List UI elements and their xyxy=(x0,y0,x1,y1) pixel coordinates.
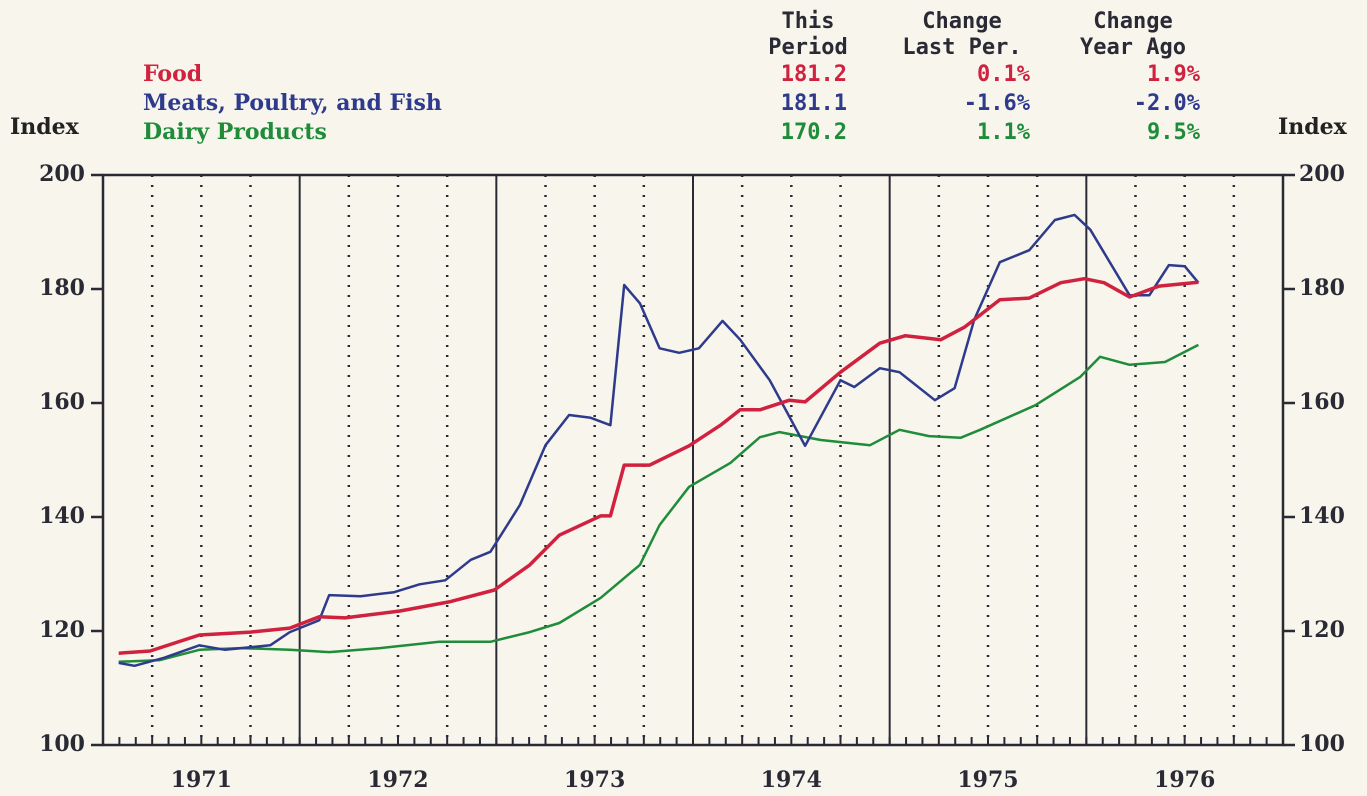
summary-cell: -2.0% xyxy=(1134,91,1201,116)
y-tick-label: 100 xyxy=(39,731,85,757)
summary-cell: -1.6% xyxy=(964,91,1031,116)
y2-tick-label: 200 xyxy=(1299,161,1345,187)
summary-cell: 1.9% xyxy=(1147,62,1201,87)
y-tick-label: 200 xyxy=(39,161,85,187)
summary-cell: 170.2 xyxy=(781,120,847,145)
y-tick-label: 140 xyxy=(39,503,85,529)
summary-cell: 0.1% xyxy=(977,62,1031,87)
y2-tick-label: 100 xyxy=(1299,731,1345,757)
series-line xyxy=(118,343,1199,664)
series-line xyxy=(118,276,1199,655)
y2-tick-label: 180 xyxy=(1299,275,1345,301)
x-tick-label: 1975 xyxy=(957,767,1018,793)
plot-frame xyxy=(101,173,1285,747)
summary-cell: 1.1% xyxy=(977,120,1031,145)
legend-label: Meats, Poultry, and Fish xyxy=(143,90,442,116)
x-tick-label: 1972 xyxy=(367,767,428,793)
series-line xyxy=(118,213,1200,668)
x-tick-label: 1971 xyxy=(171,767,232,793)
summary-header: Change xyxy=(922,9,1001,34)
y2-tick-label: 140 xyxy=(1299,503,1345,529)
summary-header: Last Per. xyxy=(902,35,1021,60)
x-tick-label: 1974 xyxy=(761,767,822,793)
y-tick-label: 180 xyxy=(39,275,85,301)
y-axis-label: Index xyxy=(10,114,80,140)
y2-tick-label: 120 xyxy=(1299,617,1345,643)
summary-header: This xyxy=(782,9,835,34)
summary-cell: 181.2 xyxy=(781,62,847,87)
summary-header: Period xyxy=(768,35,847,60)
summary-cell: 181.1 xyxy=(781,91,847,116)
legend-label: Dairy Products xyxy=(143,119,327,145)
summary-cell: 9.5% xyxy=(1147,120,1201,145)
y-tick-label: 120 xyxy=(39,617,85,643)
summary-header: Change xyxy=(1093,9,1172,34)
legend-label: Food xyxy=(143,61,202,87)
x-tick-label: 1976 xyxy=(1154,767,1215,793)
y2-tick-label: 160 xyxy=(1299,389,1345,415)
x-tick-label: 1973 xyxy=(564,767,625,793)
summary-header: Year Ago xyxy=(1080,35,1186,60)
y-tick-label: 160 xyxy=(39,389,85,415)
y2-axis-label: Index xyxy=(1278,114,1348,140)
